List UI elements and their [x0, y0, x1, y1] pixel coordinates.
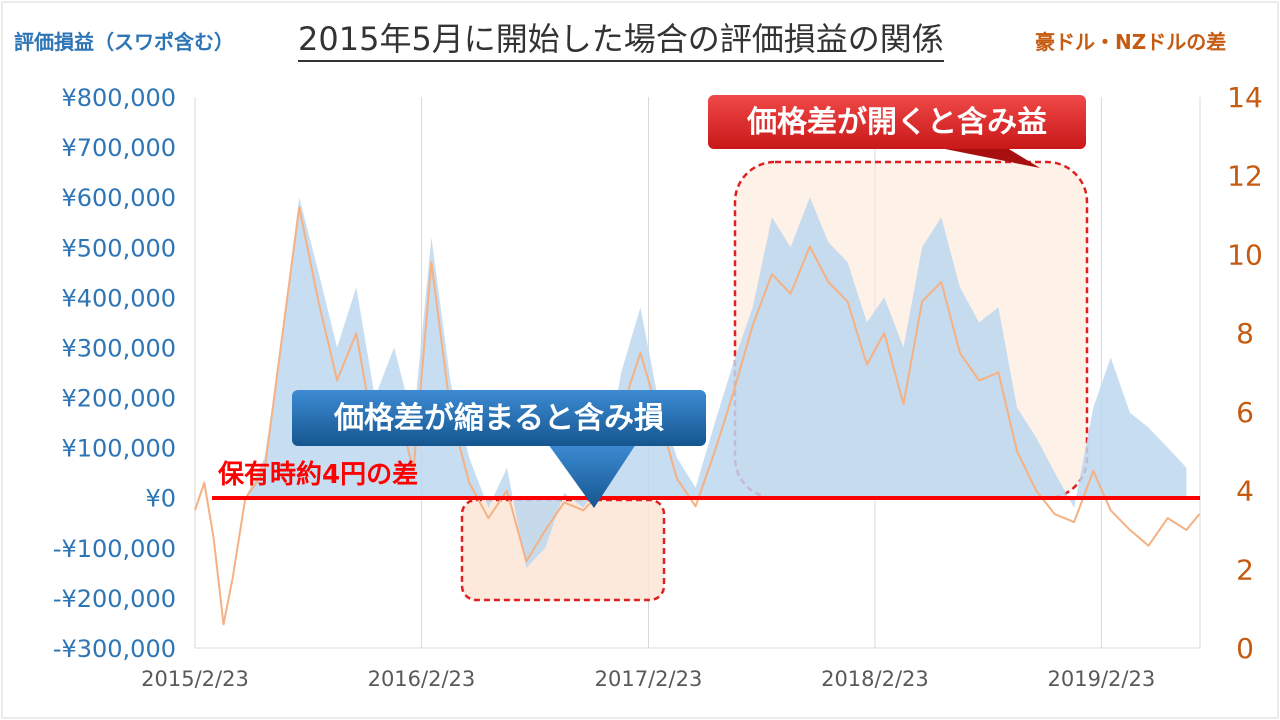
chart-title: 2015年5月に開始した場合の評価損益の関係	[298, 18, 944, 62]
left-axis-title: 評価損益（スワポ含む）	[14, 30, 234, 54]
y-left-tick-label: ¥200,000	[61, 385, 176, 413]
series-line-spread	[194, 206, 1201, 626]
y-right-tick-label: 8	[1236, 317, 1254, 350]
callout-loss-pointer	[548, 444, 636, 508]
y-right-tick-label: 4	[1236, 475, 1254, 508]
y-left-tick-label: ¥400,000	[61, 284, 176, 312]
y-left-tick-label: ¥0	[145, 485, 176, 513]
x-tick-label: 2017/2/23	[595, 667, 703, 691]
y-right-tick-label: 0	[1236, 632, 1254, 665]
x-tick-label: 2015/2/23	[141, 667, 249, 691]
y-right-tick-label: 2	[1236, 553, 1254, 586]
callout-loss-text: 価格差が縮まると含み損	[333, 401, 664, 436]
y-left-tick-label: ¥300,000	[61, 334, 176, 362]
callout-gain-pointer	[930, 146, 1040, 168]
right-axis-title: 豪ドル・NZドルの差	[1035, 30, 1227, 54]
y-left-tick-label: -¥200,000	[53, 585, 176, 613]
y-left-tick-label: ¥800,000	[61, 84, 176, 112]
y-left-tick-label: -¥300,000	[53, 635, 176, 663]
x-tick-label: 2016/2/23	[368, 667, 476, 691]
y-right-tick-label: 14	[1227, 81, 1263, 114]
y-left-tick-label: ¥100,000	[61, 435, 176, 463]
y-right-tick-label: 10	[1227, 238, 1263, 271]
x-tick-label: 2019/2/23	[1048, 667, 1156, 691]
y-left-tick-label: ¥600,000	[61, 184, 176, 212]
baseline-label: 保有時約4円の差	[217, 459, 418, 490]
callout-gain-text: 価格差が開くと含み益	[746, 105, 1047, 140]
callout-loss-box	[292, 390, 706, 446]
y-left-tick-label: -¥100,000	[53, 535, 176, 563]
y-left-tick-label: ¥500,000	[61, 234, 176, 262]
x-tick-label: 2018/2/23	[821, 667, 929, 691]
y-right-tick-label: 6	[1236, 396, 1254, 429]
callout-gain-box	[708, 95, 1086, 149]
y-left-tick-label: ¥700,000	[61, 134, 176, 162]
series-area-profit	[245, 197, 1187, 568]
y-right-tick-label: 12	[1227, 160, 1263, 193]
highlight-box-loss	[460, 498, 666, 602]
